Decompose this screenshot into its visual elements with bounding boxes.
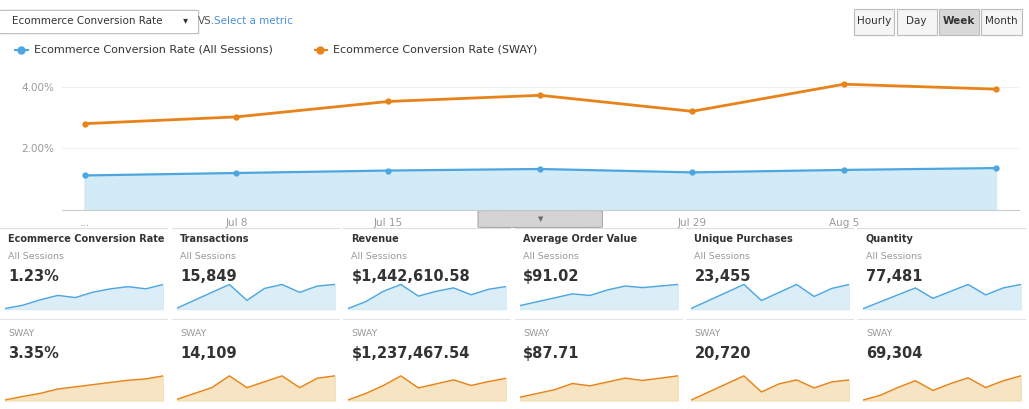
- Text: ▼: ▼: [537, 216, 543, 222]
- Text: 69,304: 69,304: [866, 346, 922, 361]
- Text: Ecommerce Conversion Rate (SWAY): Ecommerce Conversion Rate (SWAY): [333, 45, 537, 54]
- Text: All Sessions: All Sessions: [523, 252, 579, 261]
- Text: All Sessions: All Sessions: [695, 252, 750, 261]
- Text: 20,720: 20,720: [695, 346, 751, 361]
- Text: $91.02: $91.02: [523, 269, 579, 284]
- Text: 14,109: 14,109: [180, 346, 237, 361]
- Text: Day: Day: [907, 16, 927, 27]
- Text: All Sessions: All Sessions: [352, 252, 407, 261]
- Text: Unique Purchases: Unique Purchases: [695, 234, 793, 244]
- Text: 77,481: 77,481: [866, 269, 922, 284]
- Text: All Sessions: All Sessions: [866, 252, 922, 261]
- Text: Quantity: Quantity: [866, 234, 914, 244]
- Text: 23,455: 23,455: [695, 269, 751, 284]
- Text: Revenue: Revenue: [352, 234, 399, 244]
- Text: $1,442,610.58: $1,442,610.58: [352, 269, 470, 284]
- Text: Hourly: Hourly: [857, 16, 891, 27]
- Text: Month: Month: [986, 16, 1018, 27]
- Text: 15,849: 15,849: [180, 269, 237, 284]
- FancyBboxPatch shape: [854, 9, 894, 35]
- Text: Ecommerce Conversion Rate: Ecommerce Conversion Rate: [8, 234, 165, 244]
- Text: All Sessions: All Sessions: [8, 252, 65, 261]
- Text: 1.23%: 1.23%: [8, 269, 60, 284]
- Text: $1,237,467.54: $1,237,467.54: [352, 346, 470, 361]
- Text: Ecommerce Conversion Rate: Ecommerce Conversion Rate: [12, 16, 163, 27]
- Text: $87.71: $87.71: [523, 346, 579, 361]
- Text: Week: Week: [943, 16, 975, 27]
- FancyBboxPatch shape: [896, 9, 936, 35]
- Text: Select a metric: Select a metric: [214, 16, 293, 27]
- Text: SWAY: SWAY: [352, 329, 378, 338]
- Text: VS.: VS.: [198, 16, 215, 27]
- FancyBboxPatch shape: [0, 10, 199, 34]
- Text: Average Order Value: Average Order Value: [523, 234, 637, 244]
- Text: 3.35%: 3.35%: [8, 346, 60, 361]
- Text: SWAY: SWAY: [8, 329, 35, 338]
- Text: ▾: ▾: [180, 16, 188, 27]
- Text: SWAY: SWAY: [180, 329, 206, 338]
- FancyBboxPatch shape: [938, 9, 980, 35]
- Text: Transactions: Transactions: [180, 234, 249, 244]
- Text: Ecommerce Conversion Rate (All Sessions): Ecommerce Conversion Rate (All Sessions): [34, 45, 273, 54]
- Text: SWAY: SWAY: [523, 329, 549, 338]
- Text: SWAY: SWAY: [695, 329, 720, 338]
- Text: SWAY: SWAY: [866, 329, 892, 338]
- Text: All Sessions: All Sessions: [180, 252, 236, 261]
- FancyBboxPatch shape: [478, 211, 602, 227]
- FancyBboxPatch shape: [982, 9, 1022, 35]
